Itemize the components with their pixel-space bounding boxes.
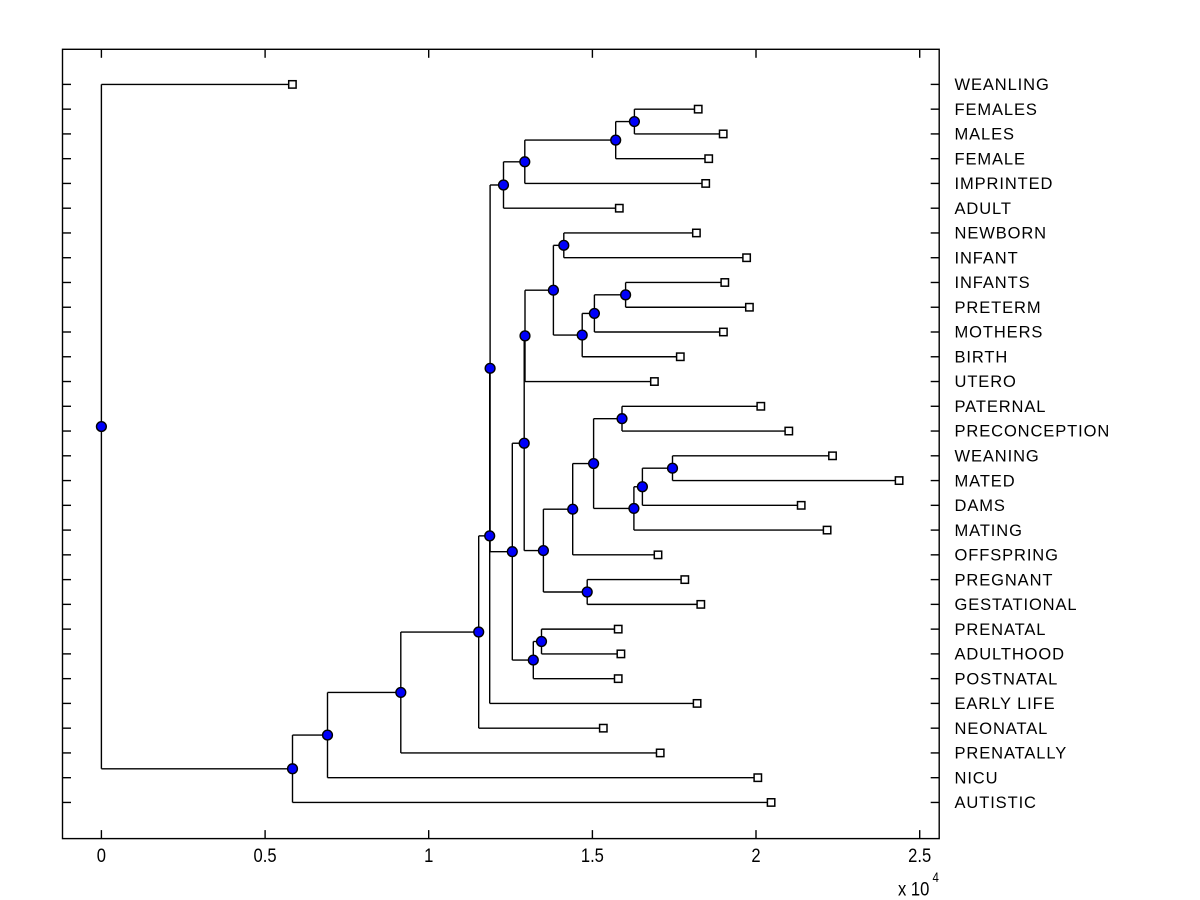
svg-text:DAMS: DAMS bbox=[955, 497, 1006, 515]
svg-text:1: 1 bbox=[424, 845, 433, 867]
svg-text:INFANT: INFANT bbox=[955, 249, 1019, 267]
svg-text:PRENATALLY: PRENATALLY bbox=[955, 745, 1068, 763]
svg-text:2.5: 2.5 bbox=[908, 845, 931, 867]
svg-text:INFANTS: INFANTS bbox=[955, 274, 1031, 292]
svg-text:1.5: 1.5 bbox=[581, 845, 604, 867]
svg-text:PATERNAL: PATERNAL bbox=[955, 398, 1047, 416]
svg-text:4: 4 bbox=[933, 870, 939, 885]
svg-text:NICU: NICU bbox=[955, 769, 999, 787]
svg-text:2: 2 bbox=[751, 845, 760, 867]
svg-text:MATING: MATING bbox=[955, 522, 1023, 540]
svg-text:MATED: MATED bbox=[955, 472, 1016, 490]
svg-text:AUTISTIC: AUTISTIC bbox=[955, 794, 1037, 812]
svg-text:IMPRINTED: IMPRINTED bbox=[955, 175, 1054, 193]
svg-text:PREGNANT: PREGNANT bbox=[955, 571, 1054, 589]
svg-text:GESTATIONAL: GESTATIONAL bbox=[955, 596, 1078, 614]
svg-text:BIRTH: BIRTH bbox=[955, 348, 1009, 366]
svg-text:FEMALE: FEMALE bbox=[955, 150, 1026, 168]
svg-text:FEMALES: FEMALES bbox=[955, 101, 1038, 119]
svg-text:WEANLING: WEANLING bbox=[955, 76, 1050, 94]
svg-text:PRENATAL: PRENATAL bbox=[955, 621, 1047, 639]
svg-text:MOTHERS: MOTHERS bbox=[955, 324, 1044, 342]
svg-text:PRECONCEPTION: PRECONCEPTION bbox=[955, 423, 1111, 441]
svg-text:EARLY LIFE: EARLY LIFE bbox=[955, 695, 1056, 713]
svg-text:OFFSPRING: OFFSPRING bbox=[955, 547, 1059, 565]
svg-text:ADULT: ADULT bbox=[955, 200, 1012, 218]
svg-text:WEANING: WEANING bbox=[955, 448, 1040, 466]
svg-text:POSTNATAL: POSTNATAL bbox=[955, 670, 1059, 688]
svg-text:0: 0 bbox=[97, 845, 106, 867]
svg-text:ADULTHOOD: ADULTHOOD bbox=[955, 646, 1065, 664]
svg-text:UTERO: UTERO bbox=[955, 373, 1017, 391]
svg-text:NEONATAL: NEONATAL bbox=[955, 720, 1049, 738]
svg-text:PRETERM: PRETERM bbox=[955, 299, 1042, 317]
svg-text:0.5: 0.5 bbox=[254, 845, 277, 867]
svg-text:MALES: MALES bbox=[955, 126, 1015, 144]
svg-text:NEWBORN: NEWBORN bbox=[955, 225, 1047, 243]
svg-text:x 10: x 10 bbox=[898, 878, 929, 900]
